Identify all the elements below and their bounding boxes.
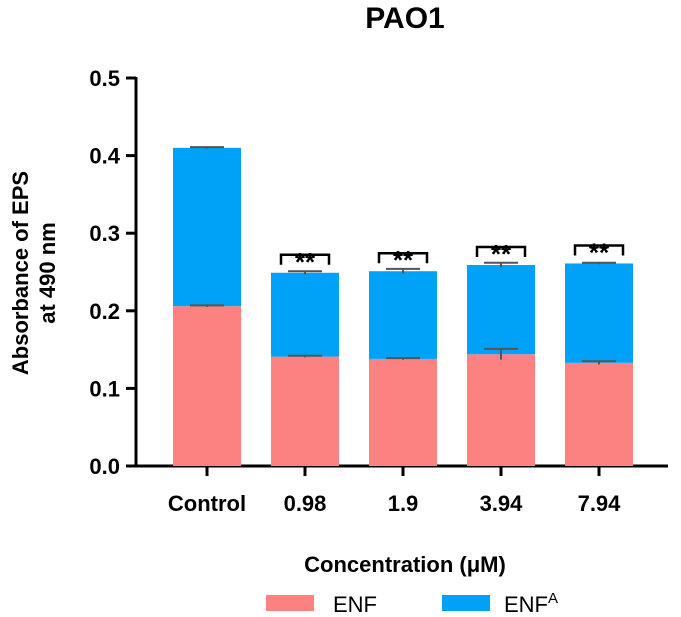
significance-label: ** <box>589 237 610 267</box>
bar-enf <box>173 306 241 466</box>
legend-label-enf-a: ENFA <box>504 590 558 617</box>
x-tick-label: 3.94 <box>480 491 524 516</box>
y-axis-label-line-1: Absorbance of EPS <box>8 171 33 375</box>
error-bar <box>190 146 224 149</box>
significance-bracket: ** <box>377 245 429 275</box>
significance-label: ** <box>295 247 316 277</box>
significance-line <box>279 253 331 265</box>
legend: ENF ENFA <box>266 590 558 617</box>
error-bar <box>484 261 518 268</box>
legend-swatch-enf-a <box>442 595 490 611</box>
significance-line <box>475 245 527 258</box>
x-tick-label: 0.98 <box>284 491 327 516</box>
x-tick-label: Control <box>168 491 246 516</box>
significance-label: ** <box>393 245 414 275</box>
error-bar <box>582 261 616 265</box>
error-bar <box>288 354 322 358</box>
bar-enf-a <box>173 147 241 307</box>
bar-enf <box>369 358 437 466</box>
significance-label: ** <box>491 239 512 269</box>
y-tick-label: 0.1 <box>89 376 120 401</box>
bar-enf-a <box>565 263 633 363</box>
x-tick-labels: Control 0.98 1.9 3.94 7.94 <box>168 466 621 516</box>
error-bar <box>582 360 616 365</box>
error-bar <box>190 304 224 307</box>
bar-enf-a <box>369 271 437 359</box>
significance-bracket: ** <box>279 247 331 277</box>
significance-group: ** ** ** ** <box>279 237 625 277</box>
bar-enf-a <box>467 265 535 355</box>
bar-enf <box>271 356 339 466</box>
error-bar-group <box>190 146 616 365</box>
bar-enf <box>565 362 633 466</box>
y-axis-label: Absorbance of EPS at 490 nm <box>8 171 60 375</box>
error-bar <box>288 270 322 275</box>
significance-bracket: ** <box>573 237 625 267</box>
x-tick-label: 1.9 <box>388 491 419 516</box>
x-axis-label: Concentration (μM) <box>304 552 506 577</box>
y-tick-label: 0.3 <box>89 221 120 246</box>
y-tick-label: 0.2 <box>89 299 120 324</box>
error-bar <box>386 267 420 274</box>
y-axis-label-line-2: at 490 nm <box>35 222 60 324</box>
legend-label-enf-a-superscript: A <box>548 590 558 607</box>
chart-title: PAO1 <box>365 2 444 35</box>
bar-group <box>173 147 633 466</box>
significance-bracket: ** <box>475 239 527 269</box>
legend-swatch-enf <box>266 595 314 611</box>
legend-label-enf-a-base: ENF <box>504 592 548 617</box>
error-bar <box>386 357 420 360</box>
bar-enf <box>467 354 535 466</box>
significance-line <box>573 244 625 256</box>
bar-enf-a <box>271 272 339 357</box>
y-tick-label: 0.5 <box>89 66 120 91</box>
y-tick-label: 0.0 <box>89 454 120 479</box>
y-tick-label: 0.4 <box>89 144 120 169</box>
significance-line <box>377 251 429 264</box>
error-bar <box>484 347 518 360</box>
legend-label-enf: ENF <box>333 592 377 617</box>
x-tick-label: 7.94 <box>578 491 622 516</box>
y-tick-labels: 0.0 0.1 0.2 0.3 0.4 0.5 <box>89 66 136 479</box>
